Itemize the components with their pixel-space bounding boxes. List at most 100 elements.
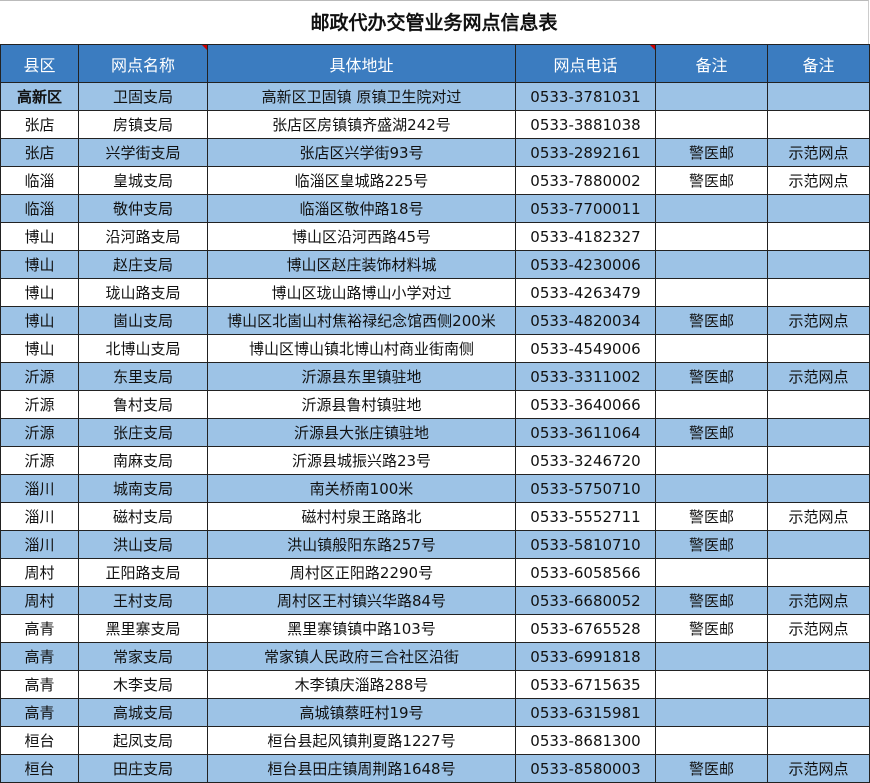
cell-phone[interactable]: 0533-6991818: [515, 642, 656, 671]
cell-outlet-name[interactable]: 木李支局: [78, 670, 208, 699]
cell-note-2[interactable]: 示范网点: [767, 754, 870, 783]
cell-note-1[interactable]: 警医邮: [655, 306, 768, 335]
cell-outlet-name[interactable]: 敬仲支局: [78, 194, 208, 223]
cell-address[interactable]: 桓台县起风镇荆夏路1227号: [207, 726, 516, 755]
cell-county[interactable]: 沂源: [0, 390, 79, 419]
cell-note-2[interactable]: 示范网点: [767, 362, 870, 391]
header-note-1[interactable]: 备注: [655, 44, 768, 83]
cell-outlet-name[interactable]: 赵庄支局: [78, 250, 208, 279]
cell-address[interactable]: 临淄区皇城路225号: [207, 166, 516, 195]
cell-address[interactable]: 博山区北崮山村焦裕禄纪念馆西侧200米: [207, 306, 516, 335]
cell-note-2[interactable]: 示范网点: [767, 138, 870, 167]
cell-note-2[interactable]: [767, 670, 870, 699]
cell-outlet-name[interactable]: 南麻支局: [78, 446, 208, 475]
cell-phone[interactable]: 0533-7700011: [515, 194, 656, 223]
cell-address[interactable]: 南关桥南100米: [207, 474, 516, 503]
cell-outlet-name[interactable]: 兴学街支局: [78, 138, 208, 167]
cell-outlet-name[interactable]: 东里支局: [78, 362, 208, 391]
cell-note-2[interactable]: 示范网点: [767, 166, 870, 195]
cell-phone[interactable]: 0533-3640066: [515, 390, 656, 419]
cell-address[interactable]: 博山区博山镇北博山村商业街南侧: [207, 334, 516, 363]
cell-note-1[interactable]: 警医邮: [655, 614, 768, 643]
cell-address[interactable]: 高城镇蔡旺村19号: [207, 698, 516, 727]
cell-phone[interactable]: 0533-4549006: [515, 334, 656, 363]
cell-county[interactable]: 沂源: [0, 418, 79, 447]
cell-note-1[interactable]: [655, 82, 768, 111]
cell-address[interactable]: 沂源县东里镇驻地: [207, 362, 516, 391]
cell-note-1[interactable]: [655, 278, 768, 307]
cell-county[interactable]: 高青: [0, 642, 79, 671]
cell-note-1[interactable]: [655, 390, 768, 419]
cell-outlet-name[interactable]: 高城支局: [78, 698, 208, 727]
sheet-title[interactable]: 邮政代办交管业务网点信息表: [0, 0, 869, 44]
cell-note-2[interactable]: [767, 250, 870, 279]
cell-address[interactable]: 周村区王村镇兴华路84号: [207, 586, 516, 615]
cell-phone[interactable]: 0533-6765528: [515, 614, 656, 643]
cell-outlet-name[interactable]: 崮山支局: [78, 306, 208, 335]
cell-outlet-name[interactable]: 房镇支局: [78, 110, 208, 139]
cell-note-1[interactable]: 警医邮: [655, 754, 768, 783]
cell-note-2[interactable]: [767, 726, 870, 755]
cell-phone[interactable]: 0533-4263479: [515, 278, 656, 307]
cell-county[interactable]: 博山: [0, 222, 79, 251]
cell-address[interactable]: 张店区房镇镇齐盛湖242号: [207, 110, 516, 139]
cell-county[interactable]: 临淄: [0, 166, 79, 195]
cell-note-1[interactable]: [655, 110, 768, 139]
cell-county[interactable]: 高青: [0, 614, 79, 643]
cell-address[interactable]: 博山区珑山路博山小学对过: [207, 278, 516, 307]
cell-address[interactable]: 沂源县大张庄镇驻地: [207, 418, 516, 447]
cell-phone[interactable]: 0533-6680052: [515, 586, 656, 615]
cell-county[interactable]: 桓台: [0, 726, 79, 755]
cell-note-2[interactable]: [767, 418, 870, 447]
cell-note-2[interactable]: 示范网点: [767, 306, 870, 335]
cell-phone[interactable]: 0533-4820034: [515, 306, 656, 335]
cell-outlet-name[interactable]: 王村支局: [78, 586, 208, 615]
cell-outlet-name[interactable]: 张庄支局: [78, 418, 208, 447]
cell-outlet-name[interactable]: 黑里寨支局: [78, 614, 208, 643]
cell-outlet-name[interactable]: 北博山支局: [78, 334, 208, 363]
cell-address[interactable]: 博山区沿河西路45号: [207, 222, 516, 251]
cell-phone[interactable]: 0533-7880002: [515, 166, 656, 195]
cell-address[interactable]: 桓台县田庄镇周荆路1648号: [207, 754, 516, 783]
cell-note-1[interactable]: [655, 446, 768, 475]
cell-note-2[interactable]: [767, 558, 870, 587]
cell-note-1[interactable]: 警医邮: [655, 530, 768, 559]
cell-county[interactable]: 博山: [0, 250, 79, 279]
cell-phone[interactable]: 0533-3781031: [515, 82, 656, 111]
cell-county[interactable]: 高青: [0, 698, 79, 727]
cell-address[interactable]: 博山区赵庄装饰材料城: [207, 250, 516, 279]
cell-phone[interactable]: 0533-6715635: [515, 670, 656, 699]
cell-note-2[interactable]: [767, 530, 870, 559]
cell-outlet-name[interactable]: 鲁村支局: [78, 390, 208, 419]
cell-outlet-name[interactable]: 城南支局: [78, 474, 208, 503]
cell-outlet-name[interactable]: 常家支局: [78, 642, 208, 671]
cell-note-1[interactable]: 警医邮: [655, 138, 768, 167]
cell-county[interactable]: 博山: [0, 306, 79, 335]
cell-note-1[interactable]: [655, 474, 768, 503]
cell-county[interactable]: 张店: [0, 110, 79, 139]
cell-county[interactable]: 博山: [0, 278, 79, 307]
cell-note-2[interactable]: 示范网点: [767, 614, 870, 643]
cell-phone[interactable]: 0533-5552711: [515, 502, 656, 531]
cell-phone[interactable]: 0533-3881038: [515, 110, 656, 139]
cell-county[interactable]: 淄川: [0, 474, 79, 503]
cell-note-1[interactable]: [655, 642, 768, 671]
cell-note-1[interactable]: [655, 670, 768, 699]
cell-county[interactable]: 高新区: [0, 82, 79, 111]
cell-note-2[interactable]: [767, 110, 870, 139]
cell-county[interactable]: 沂源: [0, 446, 79, 475]
cell-note-2[interactable]: [767, 642, 870, 671]
cell-address[interactable]: 临淄区敬仲路18号: [207, 194, 516, 223]
cell-note-2[interactable]: [767, 446, 870, 475]
cell-note-1[interactable]: [655, 558, 768, 587]
cell-note-2[interactable]: [767, 698, 870, 727]
cell-address[interactable]: 磁村村泉王路路北: [207, 502, 516, 531]
cell-note-1[interactable]: [655, 194, 768, 223]
cell-address[interactable]: 常家镇人民政府三合社区沿街: [207, 642, 516, 671]
cell-county[interactable]: 高青: [0, 670, 79, 699]
cell-phone[interactable]: 0533-3246720: [515, 446, 656, 475]
cell-phone[interactable]: 0533-5750710: [515, 474, 656, 503]
cell-address[interactable]: 高新区卫固镇 原镇卫生院对过: [207, 82, 516, 111]
header-outlet-name[interactable]: 网点名称: [78, 44, 208, 83]
cell-address[interactable]: 木李镇庆淄路288号: [207, 670, 516, 699]
